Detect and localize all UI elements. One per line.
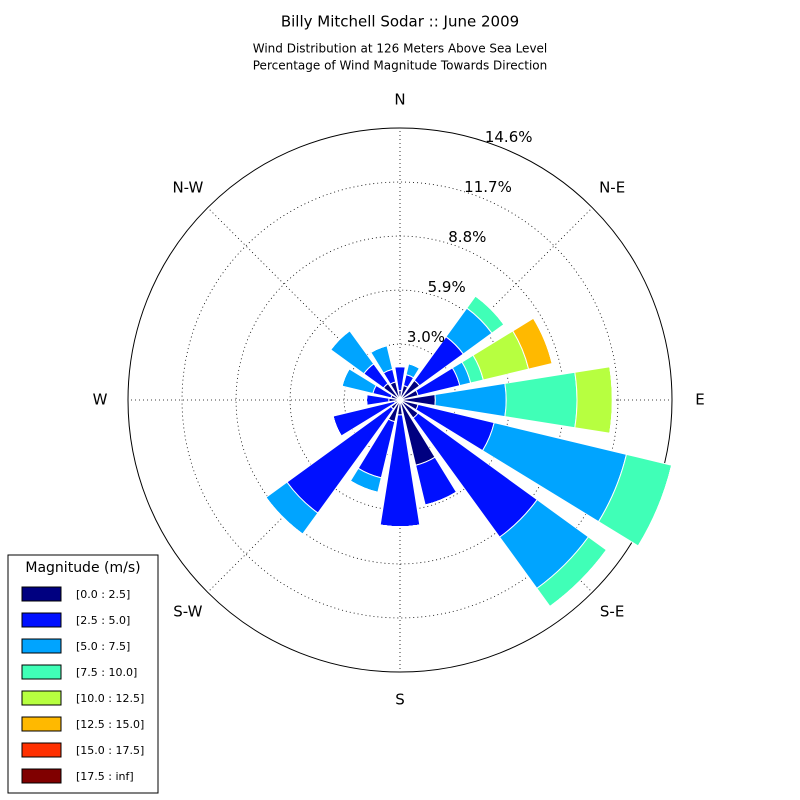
direction-label: N-E — [599, 178, 625, 196]
legend-swatch — [21, 690, 62, 706]
legend-label: [0.0 : 2.5] — [76, 588, 130, 601]
wind-wedge — [609, 366, 613, 434]
legend-swatch — [21, 716, 62, 732]
direction-label: S-E — [600, 603, 624, 621]
wind-wedge — [475, 295, 505, 325]
legend-swatch — [21, 742, 62, 758]
direction-label: E — [695, 391, 704, 409]
legend-label: [5.0 : 7.5] — [76, 640, 130, 653]
legend-label: [12.5 : 15.0] — [76, 718, 144, 731]
wind-wedge — [408, 363, 420, 369]
radial-tick-label: 8.8% — [448, 228, 486, 246]
radial-tick-label: 14.6% — [485, 128, 533, 146]
radial-tick-label: 11.7% — [464, 178, 512, 196]
direction-label: S-W — [173, 603, 202, 621]
radial-tick-label: 5.9% — [428, 278, 466, 296]
wind-wedge — [265, 497, 303, 535]
chart-title: Billy Mitchell Sodar :: June 2009 — [281, 13, 519, 31]
legend-swatch — [21, 612, 62, 628]
legend-label: [2.5 : 5.0] — [76, 614, 130, 627]
legend-label: [15.0 : 17.5] — [76, 744, 144, 757]
legend-label: [7.5 : 10.0] — [76, 666, 137, 679]
legend-swatch — [21, 638, 62, 654]
radial-tick-label: 3.0% — [407, 328, 445, 346]
angular-grid-line — [399, 207, 593, 401]
angular-grid-line — [207, 207, 401, 401]
wind-wedge — [533, 317, 553, 364]
chart-subtitle: Wind Distribution at 126 Meters Above Se… — [253, 42, 548, 56]
chart-subtitle: Percentage of Wind Magnitude Towards Dir… — [253, 59, 547, 73]
direction-label: N-W — [172, 178, 203, 196]
legend-swatch — [21, 768, 62, 784]
direction-label: N — [394, 91, 405, 109]
wind-wedge — [425, 491, 457, 506]
outer-circle — [127, 127, 673, 673]
grid-circle — [181, 181, 619, 619]
legend-label: [10.0 : 12.5] — [76, 692, 144, 705]
legend-title: Magnitude (m/s) — [25, 560, 140, 576]
wind-wedge — [637, 465, 673, 547]
direction-label: W — [93, 391, 108, 409]
legend-swatch — [21, 664, 62, 680]
wind-wedge — [574, 366, 613, 434]
direction-label: S — [395, 691, 405, 709]
wind-wedge — [332, 415, 342, 437]
legend-swatch — [21, 586, 62, 602]
legend-label: [17.5 : inf] — [76, 770, 134, 783]
